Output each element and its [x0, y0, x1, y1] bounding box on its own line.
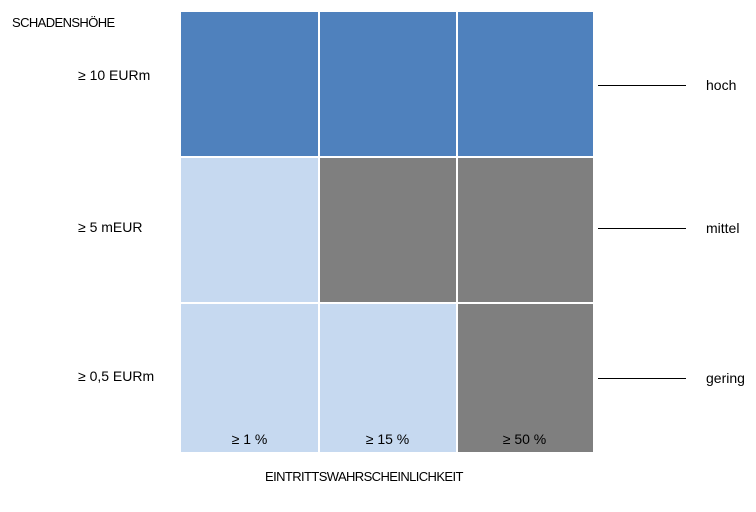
row-label-low: ≥ 0,5 EURm	[78, 368, 155, 384]
matrix-cell-hoch	[181, 12, 318, 156]
matrix-cell-mittel	[458, 304, 593, 452]
row-label-medium: ≥ 5 mEUR	[78, 219, 143, 235]
x-axis-title: EINTRITTSWAHRSCHEINLICHKEIT	[265, 469, 463, 484]
legend-line-medium	[598, 228, 686, 229]
legend-label-medium: mittel	[706, 220, 740, 236]
legend-label-high: hoch	[706, 77, 737, 93]
legend-line-high	[598, 85, 686, 86]
matrix-cell-mittel	[320, 158, 456, 302]
column-label-2: ≥ 15 %	[365, 431, 410, 447]
matrix-cell-gering	[181, 158, 318, 302]
legend-label-low: gering	[706, 370, 745, 386]
y-axis-title: SCHADENSHÖHE	[12, 15, 115, 30]
column-label-1: ≥ 1 %	[231, 431, 268, 447]
matrix-cell-mittel	[458, 158, 593, 302]
legend-line-low	[598, 378, 686, 379]
matrix-cell-gering	[181, 304, 318, 452]
matrix-cell-gering	[320, 304, 456, 452]
column-label-3: ≥ 50 %	[502, 431, 547, 447]
risk-matrix-grid	[181, 12, 593, 452]
matrix-cell-hoch	[320, 12, 456, 156]
row-label-high: ≥ 10 EURm	[78, 67, 151, 83]
matrix-cell-hoch	[458, 12, 593, 156]
